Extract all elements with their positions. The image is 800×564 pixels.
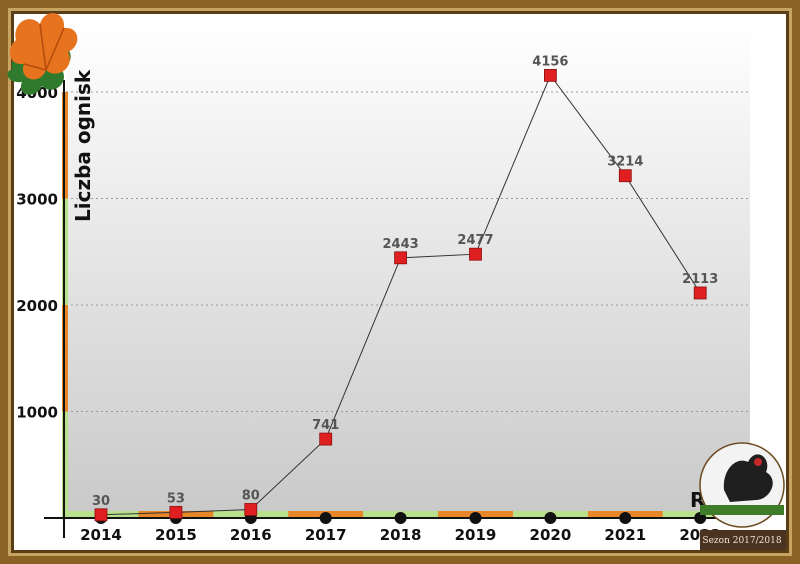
y-tick-label: 1000 [16, 404, 58, 422]
x-tick-label: 2018 [380, 526, 422, 544]
data-points: 30 53 80 741 2443 2477 4156 3214 2113 [92, 54, 718, 522]
x-tick-label: 2021 [604, 526, 646, 544]
data-label: 80 [242, 488, 260, 503]
data-label: 4156 [532, 54, 568, 69]
data-point [394, 251, 408, 265]
data-label: 2477 [457, 233, 493, 248]
x-tick-label: 2019 [455, 526, 497, 544]
hunting-club-badge [699, 442, 786, 550]
data-point [244, 503, 258, 516]
data-label: 53 [167, 491, 185, 506]
data-point [169, 505, 183, 519]
badge-caption: Sezon 2017/2018 [702, 536, 781, 546]
x-tick-marker [394, 512, 407, 524]
data-point [469, 247, 482, 261]
autumn-leaves-decoration [7, 13, 78, 95]
x-tick-label: 2016 [230, 526, 272, 544]
x-tick-marker [544, 512, 557, 524]
data-point [544, 68, 557, 82]
data-label: 2113 [682, 272, 718, 287]
y-tick-label: 2000 [16, 297, 58, 315]
data-label: 2443 [383, 237, 419, 252]
x-tick-marker [619, 512, 632, 524]
data-point [618, 169, 632, 183]
y-tick-label: 3000 [16, 191, 58, 209]
data-label: 30 [92, 494, 110, 509]
x-tick-marker [469, 512, 482, 524]
data-point [319, 432, 333, 446]
x-tick-label: 2020 [530, 526, 572, 544]
plot-background [66, 22, 750, 517]
data-label: 741 [312, 418, 339, 433]
y-axis-label: Liczba ognisk [71, 69, 95, 222]
grid-lines [66, 91, 750, 412]
x-tick-marker [319, 512, 332, 524]
data-point [94, 508, 108, 522]
x-tick-label: 2015 [155, 526, 197, 544]
x-tick-label: 2014 [80, 526, 122, 544]
x-tick-label: 2017 [305, 526, 347, 544]
data-label: 3214 [607, 155, 643, 170]
data-point [693, 286, 707, 300]
